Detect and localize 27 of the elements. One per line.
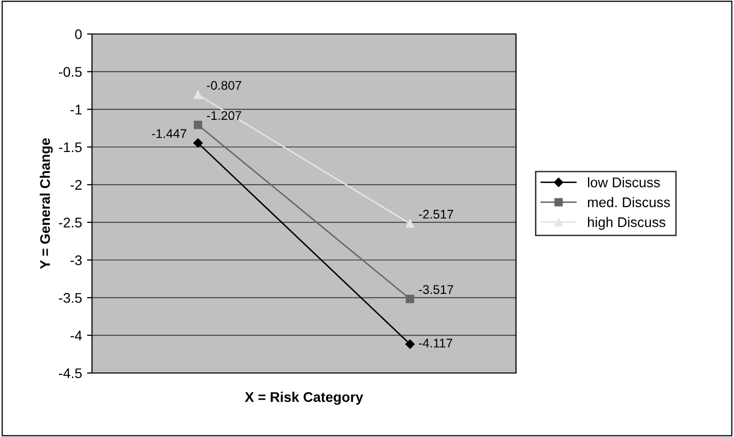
data-label: -1.447 bbox=[152, 129, 186, 138]
y-tick-label: -3.5 bbox=[58, 293, 82, 303]
y-tick-label: -1.5 bbox=[58, 142, 82, 152]
legend-label: high Discuss bbox=[588, 216, 666, 230]
y-tick-label: -2 bbox=[70, 180, 82, 190]
point bbox=[405, 340, 415, 349]
y-axis-title: Y = General Change bbox=[40, 138, 53, 269]
data-label: -4.117 bbox=[418, 338, 452, 348]
point bbox=[193, 138, 203, 148]
x-axis-title: X = Risk Category bbox=[244, 392, 364, 405]
point bbox=[194, 120, 202, 130]
data-label: -3.517 bbox=[418, 285, 454, 294]
y-tick-label: -4.5 bbox=[58, 368, 82, 378]
y-tick-label: -2.5 bbox=[58, 218, 82, 228]
point bbox=[406, 219, 414, 228]
y-tick-label: 0 bbox=[75, 29, 82, 40]
legend-label: med. Discuss bbox=[588, 197, 670, 208]
y-tick-label: -1 bbox=[70, 104, 82, 114]
data-label: -2.517 bbox=[418, 210, 454, 219]
y-tick-label: -4 bbox=[70, 330, 82, 340]
legend-label: low Discuss bbox=[588, 177, 660, 188]
y-tick-label: -3 bbox=[70, 255, 82, 266]
point bbox=[406, 294, 414, 304]
data-label: -1.207 bbox=[206, 111, 242, 120]
data-label: -0.807 bbox=[206, 80, 242, 90]
y-tick-label: -0.5 bbox=[58, 67, 82, 77]
point bbox=[194, 90, 202, 99]
